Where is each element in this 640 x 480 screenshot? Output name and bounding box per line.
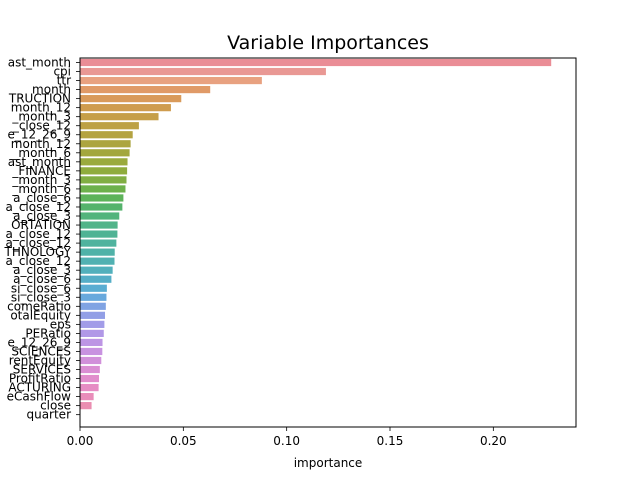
y-tick-label: a_close_3 <box>13 209 71 223</box>
bar <box>80 104 171 112</box>
y-tick-label: month_12 <box>11 137 71 151</box>
bar <box>80 329 104 337</box>
y-tick-label: rentEquity <box>9 353 71 367</box>
bar <box>80 257 115 265</box>
bar <box>80 402 92 410</box>
bar <box>80 194 124 202</box>
y-tick-label: cpi <box>53 65 71 79</box>
x-tick-label: 0.15 <box>377 434 404 448</box>
y-tick-label: THNOLOGY <box>3 245 71 259</box>
y-tick-label: a_close_6 <box>13 272 71 286</box>
y-tick-label: _FINANCE <box>11 164 71 178</box>
y-tick-label: close <box>40 399 71 413</box>
x-tick-label: 0.20 <box>480 434 507 448</box>
bar <box>80 95 182 103</box>
y-tick-label: TRUCTION <box>8 92 71 106</box>
y-tick-label: _month_6 <box>11 182 71 196</box>
y-tick-label: ProfitRatio <box>9 372 71 386</box>
y-tick-label: _close_12 <box>12 119 71 133</box>
bar <box>80 248 115 256</box>
plot-frame <box>79 57 577 428</box>
bar <box>80 176 127 184</box>
y-tick-label: _month_3 <box>11 173 71 187</box>
y-tick-label: ast_month <box>8 56 71 70</box>
bar <box>80 239 117 247</box>
y-tick-label: month_12 <box>11 101 71 115</box>
bar <box>80 185 126 193</box>
bar <box>80 76 262 85</box>
bar <box>80 58 552 67</box>
y-tick-label: e_12_26_9 <box>7 335 71 349</box>
x-tick-label: 0.10 <box>273 434 300 448</box>
bar <box>80 393 94 401</box>
x-tick-label: 0.00 <box>67 434 94 448</box>
y-tick-label: eps <box>50 317 71 331</box>
y-tick-label: quarter <box>26 408 71 422</box>
y-tick-label: a_close_12 <box>5 254 71 268</box>
bar <box>80 338 103 347</box>
y-tick-label: a_close_12 <box>5 227 71 241</box>
bar <box>80 356 102 365</box>
y-tick-label: month <box>32 83 71 97</box>
bar <box>80 85 211 94</box>
bar <box>80 302 106 310</box>
bars-group <box>80 58 552 410</box>
bar <box>80 140 131 148</box>
y-tick-label: _month_3 <box>11 110 71 124</box>
bar <box>80 266 113 274</box>
chart-title: Variable Importances <box>227 32 429 54</box>
x-tick-labels: 0.00 0.05 0.10 0.15 0.20 <box>67 427 507 448</box>
bar <box>80 149 130 157</box>
bar <box>80 365 100 374</box>
y-tick-label: SERVICES <box>13 363 71 377</box>
y-tick-label: PERatio <box>25 326 71 340</box>
y-tick-label: a_close_12 <box>5 236 71 250</box>
bar <box>80 167 128 175</box>
y-tick-label: ORTATION <box>11 218 71 232</box>
bar <box>80 374 100 383</box>
y-tick-label: si_close_6 <box>11 281 71 295</box>
y-tick-label: a_close_12 <box>5 200 71 214</box>
y-tick-label: si_close_3 <box>11 290 71 304</box>
bar <box>80 203 123 211</box>
x-tick-label: 0.05 <box>170 434 197 448</box>
bar <box>80 275 112 283</box>
bar <box>80 221 118 229</box>
bar <box>80 383 99 392</box>
bar <box>80 212 120 220</box>
bar <box>80 284 107 292</box>
y-tick-label: ACTURING <box>8 381 71 395</box>
y-tick-label: _month_6 <box>11 146 71 160</box>
y-tick-label: a_close_6 <box>13 191 71 205</box>
bar <box>80 131 133 139</box>
bar <box>80 113 159 121</box>
bar <box>80 320 105 328</box>
y-tick-label: eCashFlow <box>7 390 72 404</box>
y-tick-label: ttr <box>57 74 71 88</box>
y-tick-label: otalEquity <box>10 308 71 322</box>
bar <box>80 158 128 166</box>
x-axis-label: importance <box>294 456 363 470</box>
y-tick-label: comeRatio <box>7 299 71 313</box>
bar <box>80 67 326 76</box>
y-tick-labels: ast_monthcpittrmonthTRUCTIONmonth_12_mon… <box>3 56 80 422</box>
y-tick-label: e_12_26_9 <box>7 128 71 142</box>
y-tick-label: SCIENCES <box>11 344 71 358</box>
bar <box>80 122 139 130</box>
bar <box>80 230 118 238</box>
bar <box>80 347 103 356</box>
bar <box>80 311 106 319</box>
y-tick-label: ast_month <box>8 155 71 169</box>
bar <box>80 293 107 301</box>
y-tick-label: a_close_3 <box>13 263 71 277</box>
